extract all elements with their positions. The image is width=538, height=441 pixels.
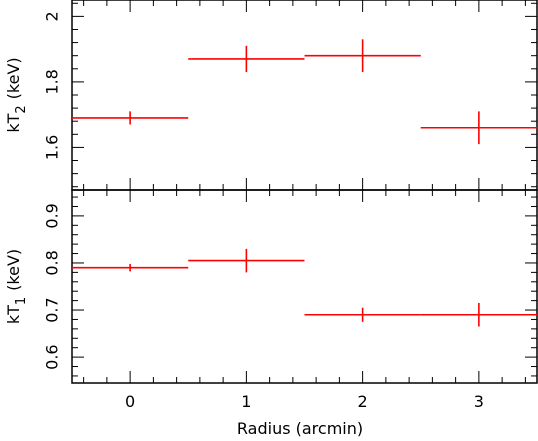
top-y-axis-label-main: kT: [4, 113, 23, 132]
bottom-data-point: [188, 248, 305, 273]
bottom-y-axis-label-main: kT: [4, 305, 23, 324]
top-data-point: [188, 45, 305, 73]
bottom-ytick-label: 0.8: [43, 250, 62, 275]
x-axis-label: Radius (arcmin): [237, 419, 363, 438]
top-ytick-label: 1.8: [43, 69, 62, 94]
bottom-ytick-label: 0.9: [43, 203, 62, 228]
bottom-y-axis-label-subscript: 1: [14, 297, 29, 305]
bottom-y-axis-label-unit: (keV): [4, 249, 23, 291]
top-y-axis-label-subscript: 2: [14, 105, 29, 113]
top-data-point: [420, 111, 537, 145]
bottom-xtick-label: 3: [474, 392, 484, 411]
top-ytick-label: 1.6: [43, 135, 62, 160]
bottom-data-point: [420, 302, 537, 327]
bottom-data-point: [72, 263, 189, 272]
bottom-xtick-label: 1: [241, 392, 251, 411]
top-y-axis-label: kT2 (keV): [4, 57, 29, 132]
bottom-ytick-label: 0.7: [43, 297, 62, 322]
top-ytick-label: 2: [43, 11, 62, 21]
top-data-point: [304, 39, 421, 73]
bottom-ytick-label: 0.6: [43, 344, 62, 369]
bottom-frame: [71, 189, 538, 384]
bottom-y-axis-label: kT1 (keV): [4, 249, 29, 324]
bottom-xtick-label: 0: [125, 392, 135, 411]
top-data-point: [72, 111, 189, 125]
bottom-data-point: [304, 307, 421, 322]
bottom-xtick-label: 2: [358, 392, 368, 411]
top-frame: [71, 0, 538, 191]
top-y-axis-label-unit: (keV): [4, 57, 23, 99]
